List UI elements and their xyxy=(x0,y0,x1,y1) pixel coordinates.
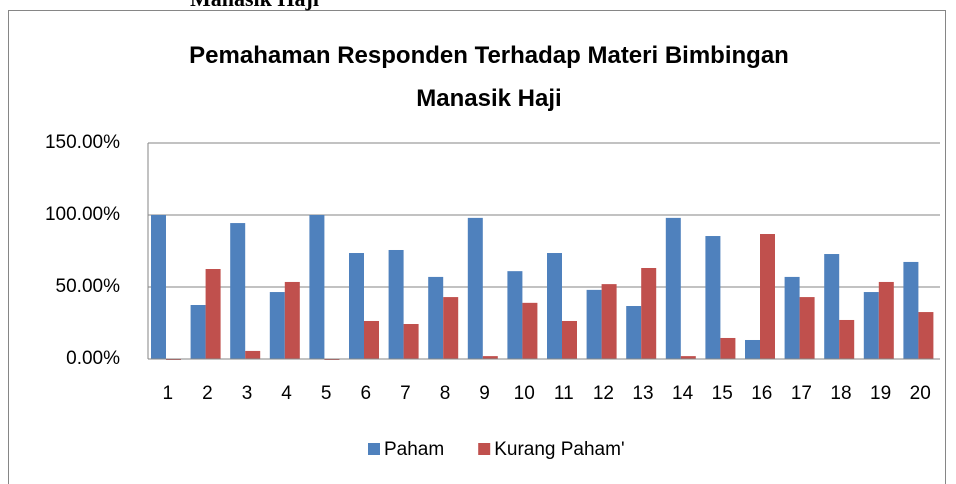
bar xyxy=(720,337,736,359)
x-tick-label: 16 xyxy=(751,383,772,404)
bar xyxy=(601,284,617,359)
bar xyxy=(284,281,300,359)
bar xyxy=(705,236,721,359)
bar xyxy=(641,267,657,359)
x-tick-label: 14 xyxy=(672,383,694,404)
x-tick-label: 3 xyxy=(242,383,253,404)
bar xyxy=(562,320,577,359)
bar xyxy=(918,312,934,359)
x-tick-label: 4 xyxy=(281,383,292,404)
x-tick-label: 17 xyxy=(791,383,812,404)
bar xyxy=(626,306,642,359)
bar xyxy=(428,276,444,359)
bar xyxy=(760,234,775,359)
x-tick-label: 20 xyxy=(910,383,931,404)
bar xyxy=(205,269,221,359)
bar xyxy=(230,223,246,359)
bar xyxy=(151,215,166,359)
x-tick-label: 1 xyxy=(163,383,174,404)
bar xyxy=(507,271,523,359)
x-tick-label: 18 xyxy=(830,383,851,404)
bar xyxy=(665,217,681,359)
bar xyxy=(863,292,879,359)
legend-swatch xyxy=(368,443,380,455)
bar xyxy=(903,261,919,359)
bar xyxy=(680,356,696,359)
bar xyxy=(482,356,498,359)
bar xyxy=(878,281,894,359)
x-tick-label: 10 xyxy=(514,383,535,404)
bar xyxy=(745,339,760,359)
y-tick-label: 0.00% xyxy=(66,348,120,369)
chart-title: Pemahaman Responden Terhadap Materi Bimb… xyxy=(189,42,789,112)
x-tick-label: 7 xyxy=(400,383,411,404)
y-tick-label: 50.00% xyxy=(56,276,121,297)
bar xyxy=(839,319,855,359)
bar xyxy=(269,292,285,359)
bar xyxy=(784,276,800,359)
legend-swatch xyxy=(478,443,491,455)
x-tick-label: 9 xyxy=(479,383,490,404)
caption-fragment: Manasik Haji xyxy=(190,0,319,12)
bar xyxy=(364,320,379,359)
bar xyxy=(443,297,459,359)
y-tick-label: 150.00% xyxy=(45,132,120,153)
bar xyxy=(349,253,364,359)
x-tick-label: 8 xyxy=(440,383,451,404)
x-tick-label: 2 xyxy=(202,383,213,404)
bar xyxy=(309,215,325,359)
y-tick-label: 100.00% xyxy=(45,204,120,225)
legend-label: Kurang Paham' xyxy=(494,439,624,460)
x-tick-label: 6 xyxy=(361,383,372,404)
bar xyxy=(245,350,261,359)
x-tick-label: 13 xyxy=(632,383,653,404)
bar xyxy=(403,324,419,359)
bar xyxy=(388,249,404,359)
bar xyxy=(190,305,206,359)
x-tick-label: 12 xyxy=(593,383,614,404)
bar xyxy=(824,254,840,359)
bar xyxy=(547,253,562,359)
bar xyxy=(467,217,483,359)
bar xyxy=(586,289,602,359)
x-tick-label: 11 xyxy=(554,383,574,404)
x-tick-label: 5 xyxy=(321,383,332,404)
bar xyxy=(799,297,815,359)
x-tick-label: 19 xyxy=(870,383,891,404)
bar xyxy=(522,302,538,359)
legend-label: Paham xyxy=(384,439,444,460)
x-tick-label: 15 xyxy=(712,383,733,404)
